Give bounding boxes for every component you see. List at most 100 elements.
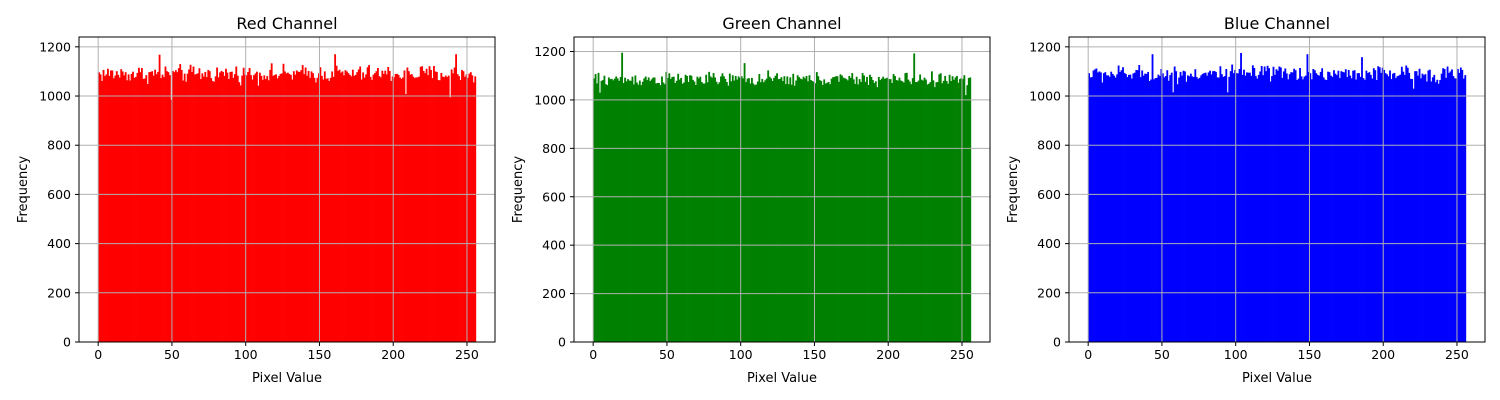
histogram-bar xyxy=(1392,73,1394,343)
histogram-bar xyxy=(1089,77,1092,342)
y-tick-label: 0 xyxy=(63,335,71,350)
histogram-bar xyxy=(795,80,798,342)
histogram-bar xyxy=(272,75,275,343)
histogram-bar xyxy=(1094,69,1096,342)
histogram-bar xyxy=(1099,72,1102,343)
histogram-bar xyxy=(1365,70,1368,342)
histogram-bar xyxy=(1405,65,1408,342)
histogram-bar xyxy=(1409,78,1412,342)
histogram-bar xyxy=(749,83,752,343)
histogram-bar xyxy=(771,81,774,342)
histogram-bar xyxy=(643,78,646,342)
histogram-bar xyxy=(1256,78,1259,342)
histogram-bar xyxy=(659,85,662,343)
histogram-bar xyxy=(845,79,848,342)
histogram-bar xyxy=(919,74,922,342)
histogram-bar xyxy=(1352,70,1355,342)
histogram-bar xyxy=(419,66,422,342)
histogram-bar xyxy=(1122,67,1124,342)
histogram-bar xyxy=(281,73,283,343)
histogram-bars xyxy=(1088,52,1467,343)
histogram-bar xyxy=(945,81,948,342)
histogram-bar xyxy=(1126,77,1129,342)
histogram-bar xyxy=(898,77,901,343)
histogram-bar xyxy=(656,82,659,343)
histogram-bar xyxy=(455,54,457,342)
histogram-bar xyxy=(731,75,734,342)
histogram-bar xyxy=(434,71,437,342)
histogram-bar xyxy=(390,81,393,342)
chart-title: Blue Channel xyxy=(1224,14,1330,33)
histogram-bar xyxy=(1412,88,1415,343)
histogram-bar xyxy=(350,76,353,342)
x-tick-label: 200 xyxy=(876,347,900,362)
histogram-bar xyxy=(1135,69,1138,343)
histogram-bar xyxy=(1164,76,1167,343)
histogram-bar xyxy=(132,71,134,343)
histogram-bar xyxy=(640,85,643,343)
histogram-bar xyxy=(225,68,227,343)
y-ticks: 0 200 400 600 800 1000 1200 xyxy=(534,44,574,350)
histogram-bar xyxy=(938,74,941,342)
histogram-bar xyxy=(1206,75,1209,342)
histogram-bar xyxy=(1194,69,1197,342)
histogram-bar xyxy=(1108,76,1111,342)
histogram-bar xyxy=(1225,68,1228,343)
histogram-bar xyxy=(882,76,885,342)
histogram-bar xyxy=(914,82,917,342)
histogram-bar xyxy=(1235,73,1238,342)
histogram-bar xyxy=(783,76,786,343)
histogram-bar xyxy=(709,76,712,343)
histogram-bar xyxy=(712,73,715,342)
histogram-bar xyxy=(612,80,615,342)
histogram-bar xyxy=(291,79,294,343)
histogram-bar xyxy=(1228,76,1231,342)
histogram-bar xyxy=(628,80,631,342)
histogram-bar xyxy=(409,74,412,342)
histogram-bar xyxy=(894,75,896,342)
histogram-bar xyxy=(185,81,188,342)
histogram-bar xyxy=(1167,80,1170,342)
histogram-bar xyxy=(644,76,647,343)
histogram-bar xyxy=(854,83,857,343)
histogram-bar xyxy=(1436,79,1439,343)
histogram-bar xyxy=(1378,67,1381,342)
histogram-bar xyxy=(101,81,103,342)
histogram-bar xyxy=(256,71,258,343)
histogram-bar xyxy=(316,77,319,342)
histogram-bar xyxy=(696,76,699,342)
histogram-bar xyxy=(430,69,432,343)
histogram-bar xyxy=(929,82,932,342)
subplot-blue-channel: 0 50 100 150 200 250 0 200 400 600 800 1000 1200 Bl… xyxy=(1006,14,1486,386)
histogram-bar xyxy=(146,83,149,343)
histogram-bar xyxy=(883,78,886,342)
histogram-bar xyxy=(959,79,961,342)
histogram-bar xyxy=(697,78,700,342)
histogram-bar xyxy=(304,67,307,342)
y-tick-label: 400 xyxy=(47,236,71,251)
histogram-bar xyxy=(371,79,373,343)
histogram-bar xyxy=(891,82,893,343)
histogram-bar xyxy=(835,76,837,343)
histogram-bar xyxy=(1179,71,1182,343)
histogram-bar xyxy=(1337,70,1340,342)
histogram-bar xyxy=(396,73,398,343)
histogram-bar xyxy=(250,75,252,343)
histogram-bar xyxy=(655,83,657,343)
histogram-bar xyxy=(867,84,870,343)
histogram-bar xyxy=(399,77,401,342)
x-axis-label: Pixel Value xyxy=(252,371,322,386)
histogram-bar xyxy=(609,79,612,342)
histogram-bar xyxy=(1271,76,1273,343)
y-tick-label: 1000 xyxy=(534,92,566,107)
histogram-bar xyxy=(1282,71,1285,342)
histogram-bar xyxy=(817,76,820,343)
histogram-bar xyxy=(294,74,297,342)
histogram-bar xyxy=(759,82,762,342)
histogram-bar xyxy=(753,85,756,343)
histogram-bar xyxy=(703,83,706,343)
histogram-bar xyxy=(1316,74,1319,342)
histogram-bar xyxy=(793,85,796,343)
histogram-bar xyxy=(663,84,666,342)
histogram-bar xyxy=(351,69,354,343)
